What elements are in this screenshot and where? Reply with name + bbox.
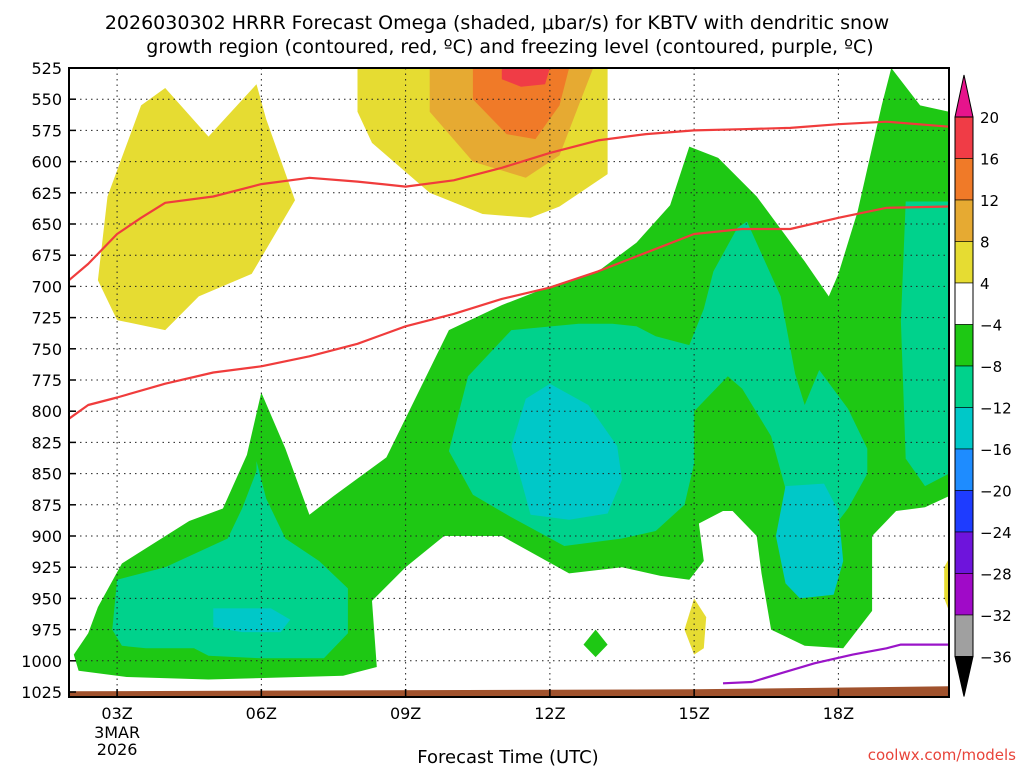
colorbar-bin-10 [954, 531, 974, 574]
omega-region-3 [472, 68, 570, 140]
omega-region-9 [511, 383, 622, 520]
colorbar-bin-3 [954, 241, 974, 284]
x-date-label-year: 2026 [97, 740, 138, 759]
colorbar-bin-5 [954, 324, 974, 367]
y-tick-label-800: 800 [31, 402, 62, 421]
colorbar-label-8: −16 [980, 441, 1012, 459]
credit-text: coolwx.com/models [868, 746, 1016, 764]
colorbar: 20 16 12 8 4 −4 −8 −12 −16 −20 −24 −28 −32 −36 [954, 74, 1012, 697]
colorbar-label-6: −8 [980, 358, 1002, 376]
colorbar-label-1: 16 [980, 151, 999, 169]
y-tick-label-775: 775 [31, 371, 62, 390]
colorbar-frame [954, 116, 974, 657]
omega-region-12 [583, 629, 608, 658]
colorbar-label-5: −4 [980, 317, 1002, 335]
colorbar-label-12: −32 [980, 607, 1012, 625]
grid-lines [69, 68, 949, 697]
title-line-1: 2026030302 HRRR Forecast Omega (shaded, … [105, 12, 889, 34]
colorbar-top-arrow [954, 74, 974, 118]
y-tick-label-850: 850 [31, 465, 62, 484]
colorbar-bin-8 [954, 448, 974, 491]
x-tick-label-18Z: 18Z [823, 704, 854, 723]
y-tick-label-975: 975 [31, 621, 62, 640]
y-tick-label-875: 875 [31, 496, 62, 515]
y-tick-label-600: 600 [31, 153, 62, 172]
colorbar-bin-6 [954, 365, 974, 408]
omega-region-11 [213, 608, 291, 633]
colorbar-bin-4 [954, 282, 974, 325]
omega-region-8 [112, 461, 348, 659]
plot-frame [68, 67, 950, 698]
omega-region-14 [944, 558, 949, 611]
x-tick-label-03Z: 03Z [101, 704, 132, 723]
terrain-ground [69, 686, 949, 697]
colorbar-label-7: −12 [980, 400, 1012, 418]
y-tick-label-950: 950 [31, 589, 62, 608]
x-tick-label-06Z: 06Z [246, 704, 277, 723]
x-tick-label-15Z: 15Z [678, 704, 709, 723]
y-tick-label-750: 750 [31, 340, 62, 359]
y-tick-label-550: 550 [31, 90, 62, 109]
y-axis-ticks: 525 550 575 600 625 650 675 700 725 750 775 800 825 8… [21, 59, 76, 702]
omega-region-0 [97, 84, 296, 331]
freezing-level-contour-0 [722, 643, 949, 685]
colorbar-bin-2 [954, 199, 974, 242]
x-tick-label-12Z: 12Z [534, 704, 565, 723]
colorbar-bin-12 [954, 614, 974, 657]
dgz-contour-1 [68, 205, 950, 420]
y-tick-label-1000: 1000 [21, 652, 62, 671]
contour-lines [68, 120, 950, 685]
colorbar-label-10: −24 [980, 524, 1012, 542]
colorbar-label-4: 4 [980, 275, 990, 293]
colorbar-bottom-arrow [954, 656, 974, 697]
x-date-label-day: 3MAR [94, 723, 140, 742]
y-tick-label-825: 825 [31, 433, 62, 452]
title-line-2: growth region (contoured, red, ºC) and f… [146, 36, 873, 58]
colorbar-label-11: −28 [980, 566, 1012, 584]
x-axis-label: Forecast Time (UTC) [417, 747, 598, 768]
colorbar-bin-9 [954, 490, 974, 533]
x-tick-label-09Z: 09Z [390, 704, 421, 723]
y-tick-label-900: 900 [31, 527, 62, 546]
colorbar-label-3: 8 [980, 234, 990, 252]
colorbar-bin-1 [954, 158, 974, 201]
y-tick-label-575: 575 [31, 121, 62, 140]
dgz-contour-0 [68, 120, 950, 282]
y-tick-label-1025: 1025 [21, 683, 62, 702]
colorbar-label-0: 20 [980, 109, 999, 127]
omega-region-10 [775, 483, 844, 599]
omega-region-6 [900, 201, 949, 487]
colorbar-label-9: −20 [980, 483, 1012, 501]
omega-region-4 [501, 68, 550, 87]
y-tick-label-675: 675 [31, 246, 62, 265]
colorbar-label-2: 12 [980, 192, 999, 210]
omega-region-13 [684, 598, 707, 655]
y-tick-label-700: 700 [31, 277, 62, 296]
colorbar-bin-0 [954, 116, 974, 159]
y-tick-label-625: 625 [31, 184, 62, 203]
y-tick-label-525: 525 [31, 59, 62, 78]
y-tick-label-650: 650 [31, 215, 62, 234]
colorbar-bin-7 [954, 407, 974, 450]
colorbar-bin-11 [954, 573, 974, 616]
y-tick-label-925: 925 [31, 558, 62, 577]
omega-shaded-regions [73, 68, 950, 680]
colorbar-label-13: −36 [980, 649, 1012, 667]
y-tick-label-725: 725 [31, 309, 62, 328]
terrain-band [69, 686, 949, 697]
